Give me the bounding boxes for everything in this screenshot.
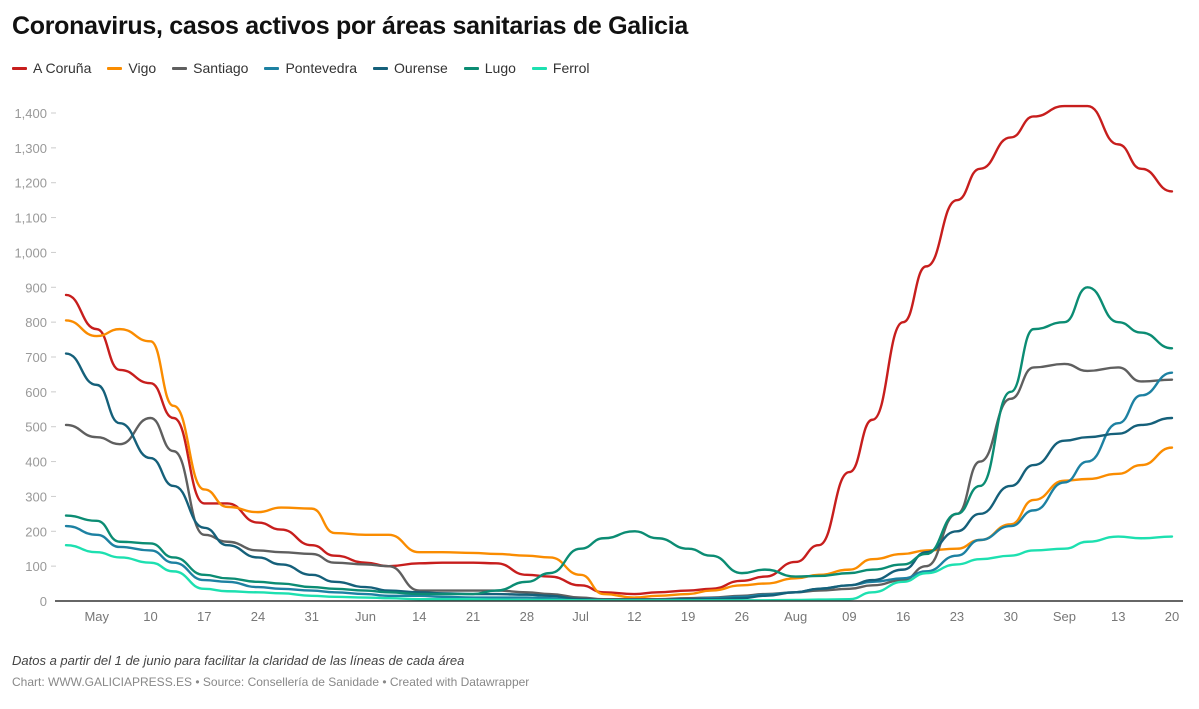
series-line-a-coruna [64,104,1174,596]
x-tick-label: 20 [1165,609,1179,624]
legend: A Coruña Vigo Santiago Pontevedra Ourense Lug… [12,60,589,76]
y-tick-label: 1,300 [14,141,47,156]
x-tick-label: 24 [251,609,265,624]
y-tick-label: 0 [40,594,47,609]
y-tick-label: 1,000 [14,245,47,260]
x-tick-label: Jul [572,609,589,624]
series-line-ourense [64,352,1174,602]
legend-label: Lugo [484,60,516,76]
legend-swatch [373,66,389,70]
legend-label: A Coruña [33,60,92,76]
y-tick-label: 100 [25,559,47,574]
x-tick-label: 26 [735,609,749,624]
x-tick-label: 12 [627,609,641,624]
chart-credits: Chart: WWW.GALICIAPRESS.ES • Source: Con… [12,675,530,689]
legend-item: Lugo [463,60,516,76]
y-tick-label: 400 [25,455,47,470]
x-tick-label: 28 [520,609,534,624]
x-tick-label: Sep [1053,609,1076,624]
y-tick-label: 300 [25,489,47,504]
x-tick-label: 17 [197,609,211,624]
y-tick-label: 600 [25,385,47,400]
y-tick-label: 1,100 [14,211,47,226]
x-tick-label: Aug [784,609,807,624]
x-tick-label: 09 [842,609,856,624]
x-tick-label: 13 [1111,609,1125,624]
legend-label: Pontevedra [285,60,358,76]
x-tick-label: 19 [681,609,695,624]
y-tick-label: 200 [25,524,47,539]
legend-swatch [12,66,27,70]
legend-swatch [531,66,547,70]
legend-label: Ferrol [552,60,590,76]
legend-item: Vigo [107,60,156,76]
x-tick-label: 21 [466,609,480,624]
legend-item: Pontevedra [264,60,357,76]
x-tick-label: 14 [412,609,426,624]
x-tick-label: 23 [950,609,964,624]
legend-swatch [172,66,188,70]
series-line-lugo [64,286,1174,596]
x-tick-label: 30 [1003,609,1017,624]
legend-item: A Coruña [12,60,91,76]
y-tick-label: 1,400 [14,106,47,121]
legend-item: Santiago [172,60,248,76]
legend-label: Santiago [193,60,249,76]
x-tick-label: 10 [143,609,157,624]
legend-swatch [264,66,280,70]
y-tick-label: 700 [25,350,47,365]
y-tick-label: 800 [25,315,47,330]
legend-item: Ferrol [531,60,590,76]
chart-note: Datos a partir del 1 de junio para facil… [12,653,465,668]
x-tick-label: May [84,609,109,624]
y-tick-label: 1,200 [14,176,47,191]
x-tick-label: 16 [896,609,910,624]
legend-label: Ourense [394,60,448,76]
series-line-santiago [64,362,1174,601]
y-tick-label: 500 [25,420,47,435]
y-tick-label: 900 [25,280,47,295]
x-tick-label: 31 [305,609,319,624]
x-tick-label: Jun [355,609,376,624]
legend-swatch [107,66,123,70]
chart-title: Coronavirus, casos activos por áreas san… [12,12,688,40]
legend-item: Ourense [373,60,448,76]
legend-swatch [463,66,479,70]
legend-label: Vigo [128,60,157,76]
line-chart: 0 100 200 300 400 500 600 700 800 900 1,000 1,100 1,… [14,104,1183,624]
